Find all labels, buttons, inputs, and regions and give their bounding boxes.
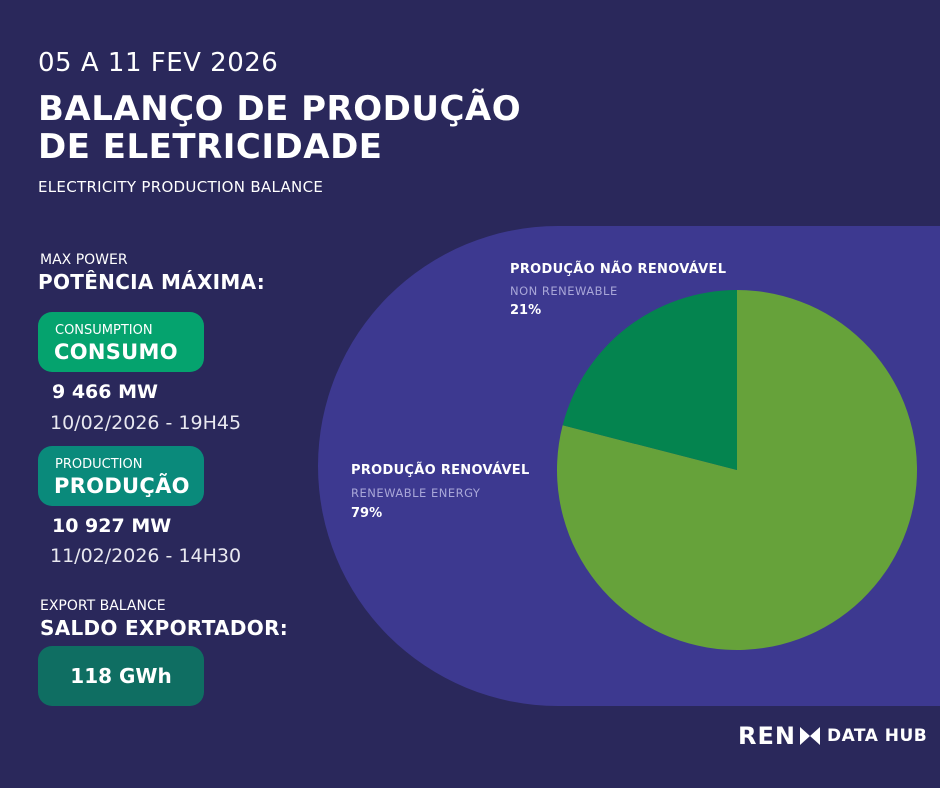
export-label-pt: SALDO EXPORTADOR: [40,616,289,640]
export-value: 118 GWh [70,664,172,688]
consumption-label-pt: CONSUMO [54,340,178,364]
non-renewable-sublabel: NON RENEWABLE [510,284,618,298]
renewable-sublabel: RENEWABLE ENERGY [351,486,481,500]
production-value: 10 927 MW [52,515,172,537]
bowtie-logo-icon [799,727,820,745]
export-pill: 118 GWh [38,646,204,706]
pie-slice-renewable [557,290,918,651]
non-renewable-pct: 21% [510,303,542,318]
logo-suffix: DATA HUB [826,726,928,746]
production-datetime: 11/02/2026 - 14H30 [50,545,242,567]
production-pill: PRODUCTION PRODUÇÃO [38,446,204,506]
max-power-label-pt: POTÊNCIA MÁXIMA: [38,270,266,294]
logo-brand: REN [738,722,796,750]
production-label-pt: PRODUÇÃO [54,474,190,498]
consumption-datetime: 10/02/2026 - 19H45 [50,412,242,434]
consumption-pill: CONSUMPTION CONSUMO [38,312,204,372]
week-range: 05 A 11 FEV 2026 [38,48,279,78]
export-label-en: EXPORT BALANCE [40,598,166,614]
page-subtitle: ELECTRICITY PRODUCTION BALANCE [38,178,324,196]
title-line-2: DE ELETRICIDADE [38,127,383,167]
renewable-pct: 79% [351,506,383,521]
pie-slice-non-renewable [562,290,737,470]
ren-data-hub-logo: REN DATA HUB [738,722,927,750]
page-title: BALANÇO DE PRODUÇÃO DE ELETRICIDADE [38,90,598,166]
title-line-1: BALANÇO DE PRODUÇÃO [38,89,522,129]
production-label-en: PRODUCTION [55,457,143,472]
consumption-label-en: CONSUMPTION [55,323,153,338]
non-renewable-label: PRODUÇÃO NÃO RENOVÁVEL [510,262,727,277]
consumption-value: 9 466 MW [52,381,158,403]
max-power-label-en: MAX POWER [40,252,128,268]
renewable-label: PRODUÇÃO RENOVÁVEL [351,463,530,478]
